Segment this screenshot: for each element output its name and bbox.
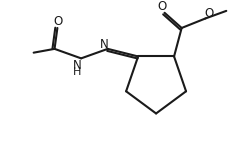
Text: O: O [204,7,214,20]
Text: N: N [73,60,82,72]
Text: N: N [100,38,108,51]
Text: H: H [73,67,82,77]
Text: O: O [157,0,166,13]
Text: O: O [54,15,63,28]
